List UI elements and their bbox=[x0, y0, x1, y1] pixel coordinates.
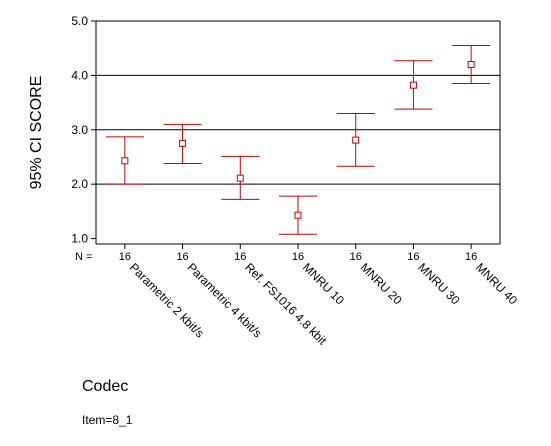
n-label: N = bbox=[75, 251, 92, 263]
mean-marker bbox=[236, 174, 244, 182]
mean-marker bbox=[179, 139, 187, 147]
mean-marker bbox=[352, 136, 360, 144]
x-tick-label: MNRU 10 bbox=[300, 260, 347, 307]
y-tick-label: 1.0 bbox=[71, 232, 88, 246]
n-count: 16 bbox=[465, 251, 477, 263]
n-count: 16 bbox=[176, 251, 188, 263]
error-bars bbox=[105, 44, 491, 235]
footnote: Item=8_1 bbox=[82, 413, 133, 427]
y-tick-label: 3.0 bbox=[71, 123, 88, 137]
mean-marker bbox=[294, 211, 302, 219]
mean-marker bbox=[467, 61, 475, 69]
y-tick-label: 2.0 bbox=[71, 177, 88, 191]
y-tick-label: 5.0 bbox=[71, 14, 88, 28]
mean-marker bbox=[409, 81, 417, 89]
n-count: 16 bbox=[292, 251, 304, 263]
n-count: 16 bbox=[234, 251, 246, 263]
gridlines bbox=[96, 74, 500, 185]
y-axis-title: 95% CI SCORE bbox=[28, 76, 45, 190]
x-axis-title: Codec bbox=[82, 378, 129, 395]
x-tick-label: MNRU 40 bbox=[473, 260, 520, 307]
x-tick-label: MNRU 30 bbox=[415, 260, 462, 307]
axes bbox=[91, 20, 501, 249]
n-count: 16 bbox=[119, 251, 131, 263]
n-count: 16 bbox=[350, 251, 362, 263]
n-count: 16 bbox=[407, 251, 419, 263]
y-tick-label: 4.0 bbox=[71, 68, 88, 82]
mean-marker bbox=[121, 157, 129, 165]
x-tick-label: MNRU 20 bbox=[358, 260, 405, 307]
